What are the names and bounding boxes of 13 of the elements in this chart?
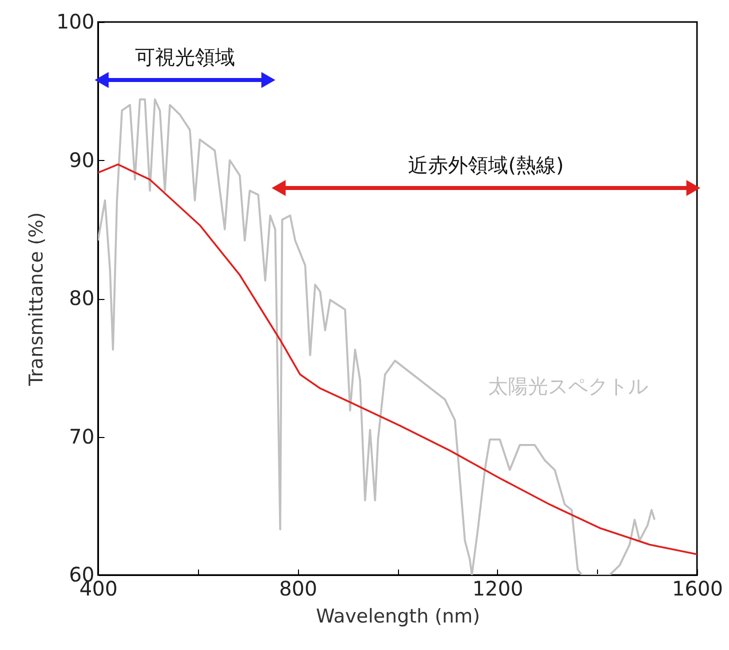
y-tick-label: 70 bbox=[69, 424, 94, 448]
y-tick-label: 80 bbox=[69, 286, 94, 310]
line-series bbox=[98, 98, 656, 575]
annotation: 可視光領域 bbox=[135, 45, 235, 69]
x-tick-label: 800 bbox=[279, 576, 318, 600]
x-axis-title: Wavelength (nm) bbox=[316, 606, 480, 628]
y-axis-title: Transmittance (%) bbox=[25, 212, 48, 387]
y-tick-label: 90 bbox=[69, 148, 94, 172]
x-tick-label: 1200 bbox=[472, 576, 524, 600]
x-tick-label: 1600 bbox=[672, 576, 723, 600]
series-label: 太陽光スペクトル bbox=[488, 374, 648, 398]
y-tick-label: 100 bbox=[56, 10, 94, 34]
annotation: 近赤外領域(熱線) bbox=[408, 153, 564, 177]
